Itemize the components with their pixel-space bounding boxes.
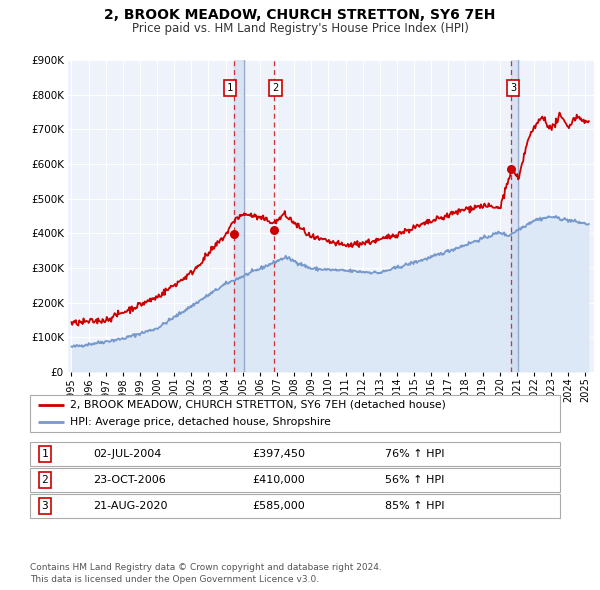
Bar <box>234 60 244 372</box>
Text: 3: 3 <box>41 501 48 511</box>
Text: 76% ↑ HPI: 76% ↑ HPI <box>385 449 445 459</box>
Text: 2: 2 <box>41 475 48 485</box>
Text: 3: 3 <box>510 83 517 93</box>
Text: 23-OCT-2006: 23-OCT-2006 <box>94 475 166 485</box>
Text: Price paid vs. HM Land Registry's House Price Index (HPI): Price paid vs. HM Land Registry's House … <box>131 22 469 35</box>
FancyBboxPatch shape <box>30 494 560 518</box>
Text: 1: 1 <box>41 449 48 459</box>
Text: 2: 2 <box>272 83 278 93</box>
Text: 56% ↑ HPI: 56% ↑ HPI <box>385 475 445 485</box>
Text: £410,000: £410,000 <box>253 475 305 485</box>
FancyBboxPatch shape <box>30 395 560 432</box>
FancyBboxPatch shape <box>30 468 560 492</box>
Text: 2, BROOK MEADOW, CHURCH STRETTON, SY6 7EH: 2, BROOK MEADOW, CHURCH STRETTON, SY6 7E… <box>104 8 496 22</box>
Text: This data is licensed under the Open Government Licence v3.0.: This data is licensed under the Open Gov… <box>30 575 319 584</box>
Text: £397,450: £397,450 <box>253 449 305 459</box>
Text: Contains HM Land Registry data © Crown copyright and database right 2024.: Contains HM Land Registry data © Crown c… <box>30 563 382 572</box>
Text: 02-JUL-2004: 02-JUL-2004 <box>94 449 162 459</box>
Text: 1: 1 <box>227 83 233 93</box>
Bar <box>511 60 518 372</box>
FancyBboxPatch shape <box>30 442 560 466</box>
Text: £585,000: £585,000 <box>253 501 305 511</box>
Text: 85% ↑ HPI: 85% ↑ HPI <box>385 501 445 511</box>
Text: HPI: Average price, detached house, Shropshire: HPI: Average price, detached house, Shro… <box>70 417 331 427</box>
Text: 2, BROOK MEADOW, CHURCH STRETTON, SY6 7EH (detached house): 2, BROOK MEADOW, CHURCH STRETTON, SY6 7E… <box>70 400 446 410</box>
Text: 21-AUG-2020: 21-AUG-2020 <box>94 501 168 511</box>
